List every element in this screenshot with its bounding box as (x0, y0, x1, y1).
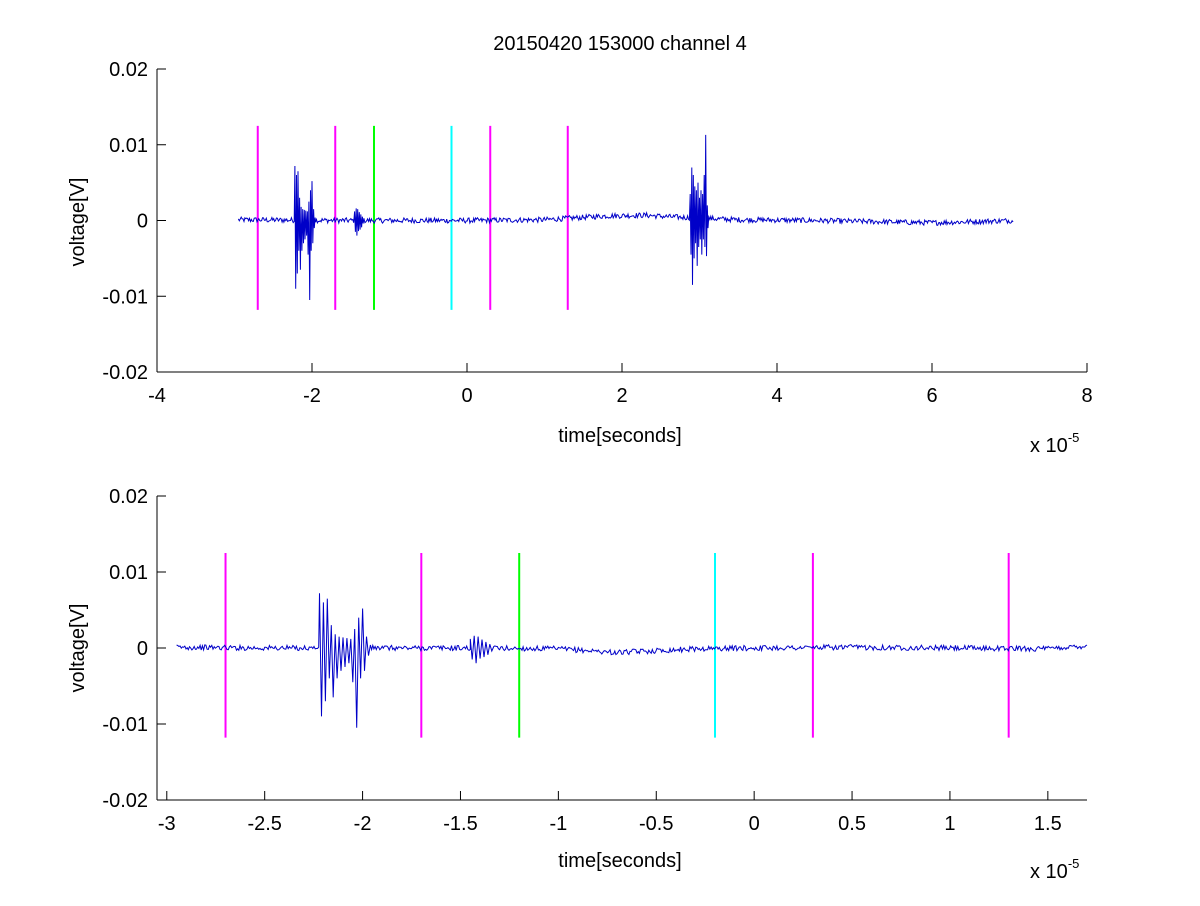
bottom-x-tick-label: -0.5 (639, 813, 673, 835)
bottom-plot: -3 -2.5 -2 -1.5 -1 -0.5 0 0.5 1 1.5 0.02 0.01 0 -0.01… (67, 486, 1088, 883)
top-signal-line (237, 134, 1014, 301)
top-x-tick-label: -2 (303, 385, 321, 407)
bottom-signal (176, 593, 1088, 728)
bottom-x-tick-label: -2 (354, 813, 372, 835)
top-x-multiplier: x 10-5 (1030, 430, 1079, 457)
bottom-x-tick-label: -1.5 (443, 813, 477, 835)
bottom-y-tick-label: 0.02 (109, 486, 148, 508)
bottom-x-tick-label: 1 (944, 813, 955, 835)
bottom-x-multiplier: x 10-5 (1030, 856, 1079, 883)
bottom-x-tick-label: 1.5 (1034, 813, 1062, 835)
top-x-axis-label: time[seconds] (558, 425, 681, 447)
top-x-tick-label: 2 (616, 385, 627, 407)
bottom-y-tick-label: 0.01 (109, 562, 148, 584)
bottom-x-tick-label: -1 (549, 813, 567, 835)
top-y-tick-label: 0.02 (109, 59, 148, 81)
top-x-tick-label: 0 (461, 385, 472, 407)
top-x-multiplier-base: x 10 (1030, 435, 1068, 457)
top-y-tick-label: -0.01 (102, 286, 148, 308)
top-x-tick-label: 8 (1081, 385, 1092, 407)
top-markers (256, 125, 569, 310)
top-x-multiplier-exponent: -5 (1068, 430, 1080, 445)
bottom-x-tick-label: 0 (749, 813, 760, 835)
chart-title: 20150420 153000 channel 4 (493, 33, 747, 55)
bottom-x-axis-label: time[seconds] (558, 850, 681, 872)
top-x-tick-label: 4 (771, 385, 782, 407)
bottom-y-axis-label: voltage[V] (67, 604, 89, 693)
top-x-tick-label: -4 (148, 385, 166, 407)
top-ticks: -4 -2 0 2 4 6 8 0.02 0.01 0 -0.01 -0.02 (102, 59, 1092, 407)
top-y-axis-label: voltage[V] (67, 178, 89, 267)
top-y-tick-label: -0.02 (102, 362, 148, 384)
bottom-y-tick-label: -0.02 (102, 790, 148, 812)
top-y-tick-label: 0 (137, 211, 148, 233)
top-y-tick-label: 0.01 (109, 135, 148, 157)
top-plot: -4 -2 0 2 4 6 8 0.02 0.01 0 -0.01 -0.02 time[second… (67, 59, 1093, 457)
bottom-x-tick-label: -2.5 (247, 813, 281, 835)
bottom-markers (224, 553, 1010, 738)
bottom-signal-line (176, 593, 1088, 728)
top-x-tick-label: 6 (926, 385, 937, 407)
bottom-x-tick-label: -3 (158, 813, 176, 835)
bottom-y-tick-label: -0.01 (102, 714, 148, 736)
bottom-x-multiplier-base: x 10 (1030, 861, 1068, 883)
bottom-x-multiplier-exponent: -5 (1068, 856, 1080, 871)
bottom-x-tick-label: 0.5 (838, 813, 866, 835)
top-signal (237, 134, 1014, 301)
bottom-y-tick-label: 0 (137, 638, 148, 660)
bottom-ticks: -3 -2.5 -2 -1.5 -1 -0.5 0 0.5 1 1.5 0.02 0.01 0 -0.01… (102, 486, 1061, 835)
